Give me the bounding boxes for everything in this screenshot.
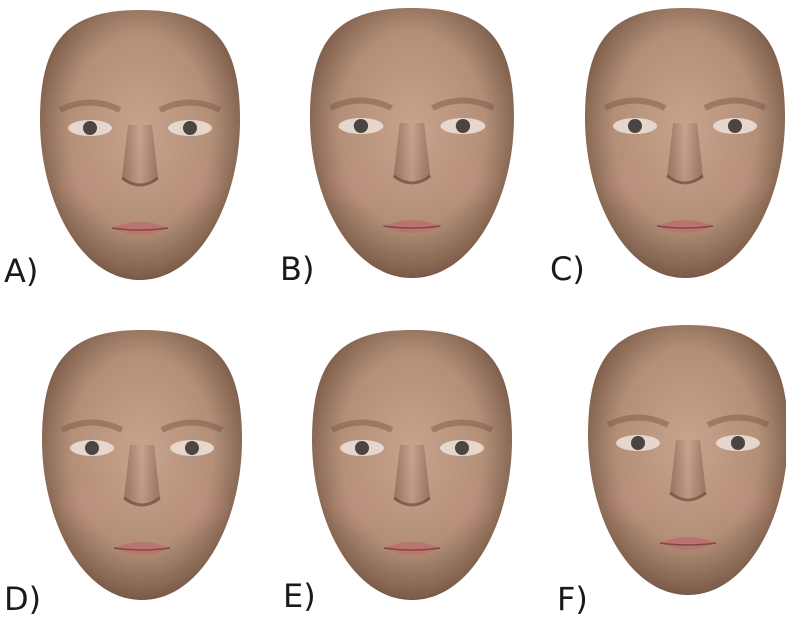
panel-label: E) (283, 577, 316, 615)
figure: A) B) C) D) E) F) (0, 0, 786, 620)
face (585, 8, 785, 278)
face (310, 8, 514, 278)
face (312, 330, 512, 600)
face (40, 10, 240, 280)
panel-label: C) (550, 250, 585, 288)
face (588, 325, 786, 595)
panel-label: F) (557, 580, 588, 618)
panel-label: D) (4, 580, 41, 618)
panel-label: B) (280, 250, 314, 288)
panel-label: A) (4, 252, 38, 290)
face (42, 330, 242, 600)
